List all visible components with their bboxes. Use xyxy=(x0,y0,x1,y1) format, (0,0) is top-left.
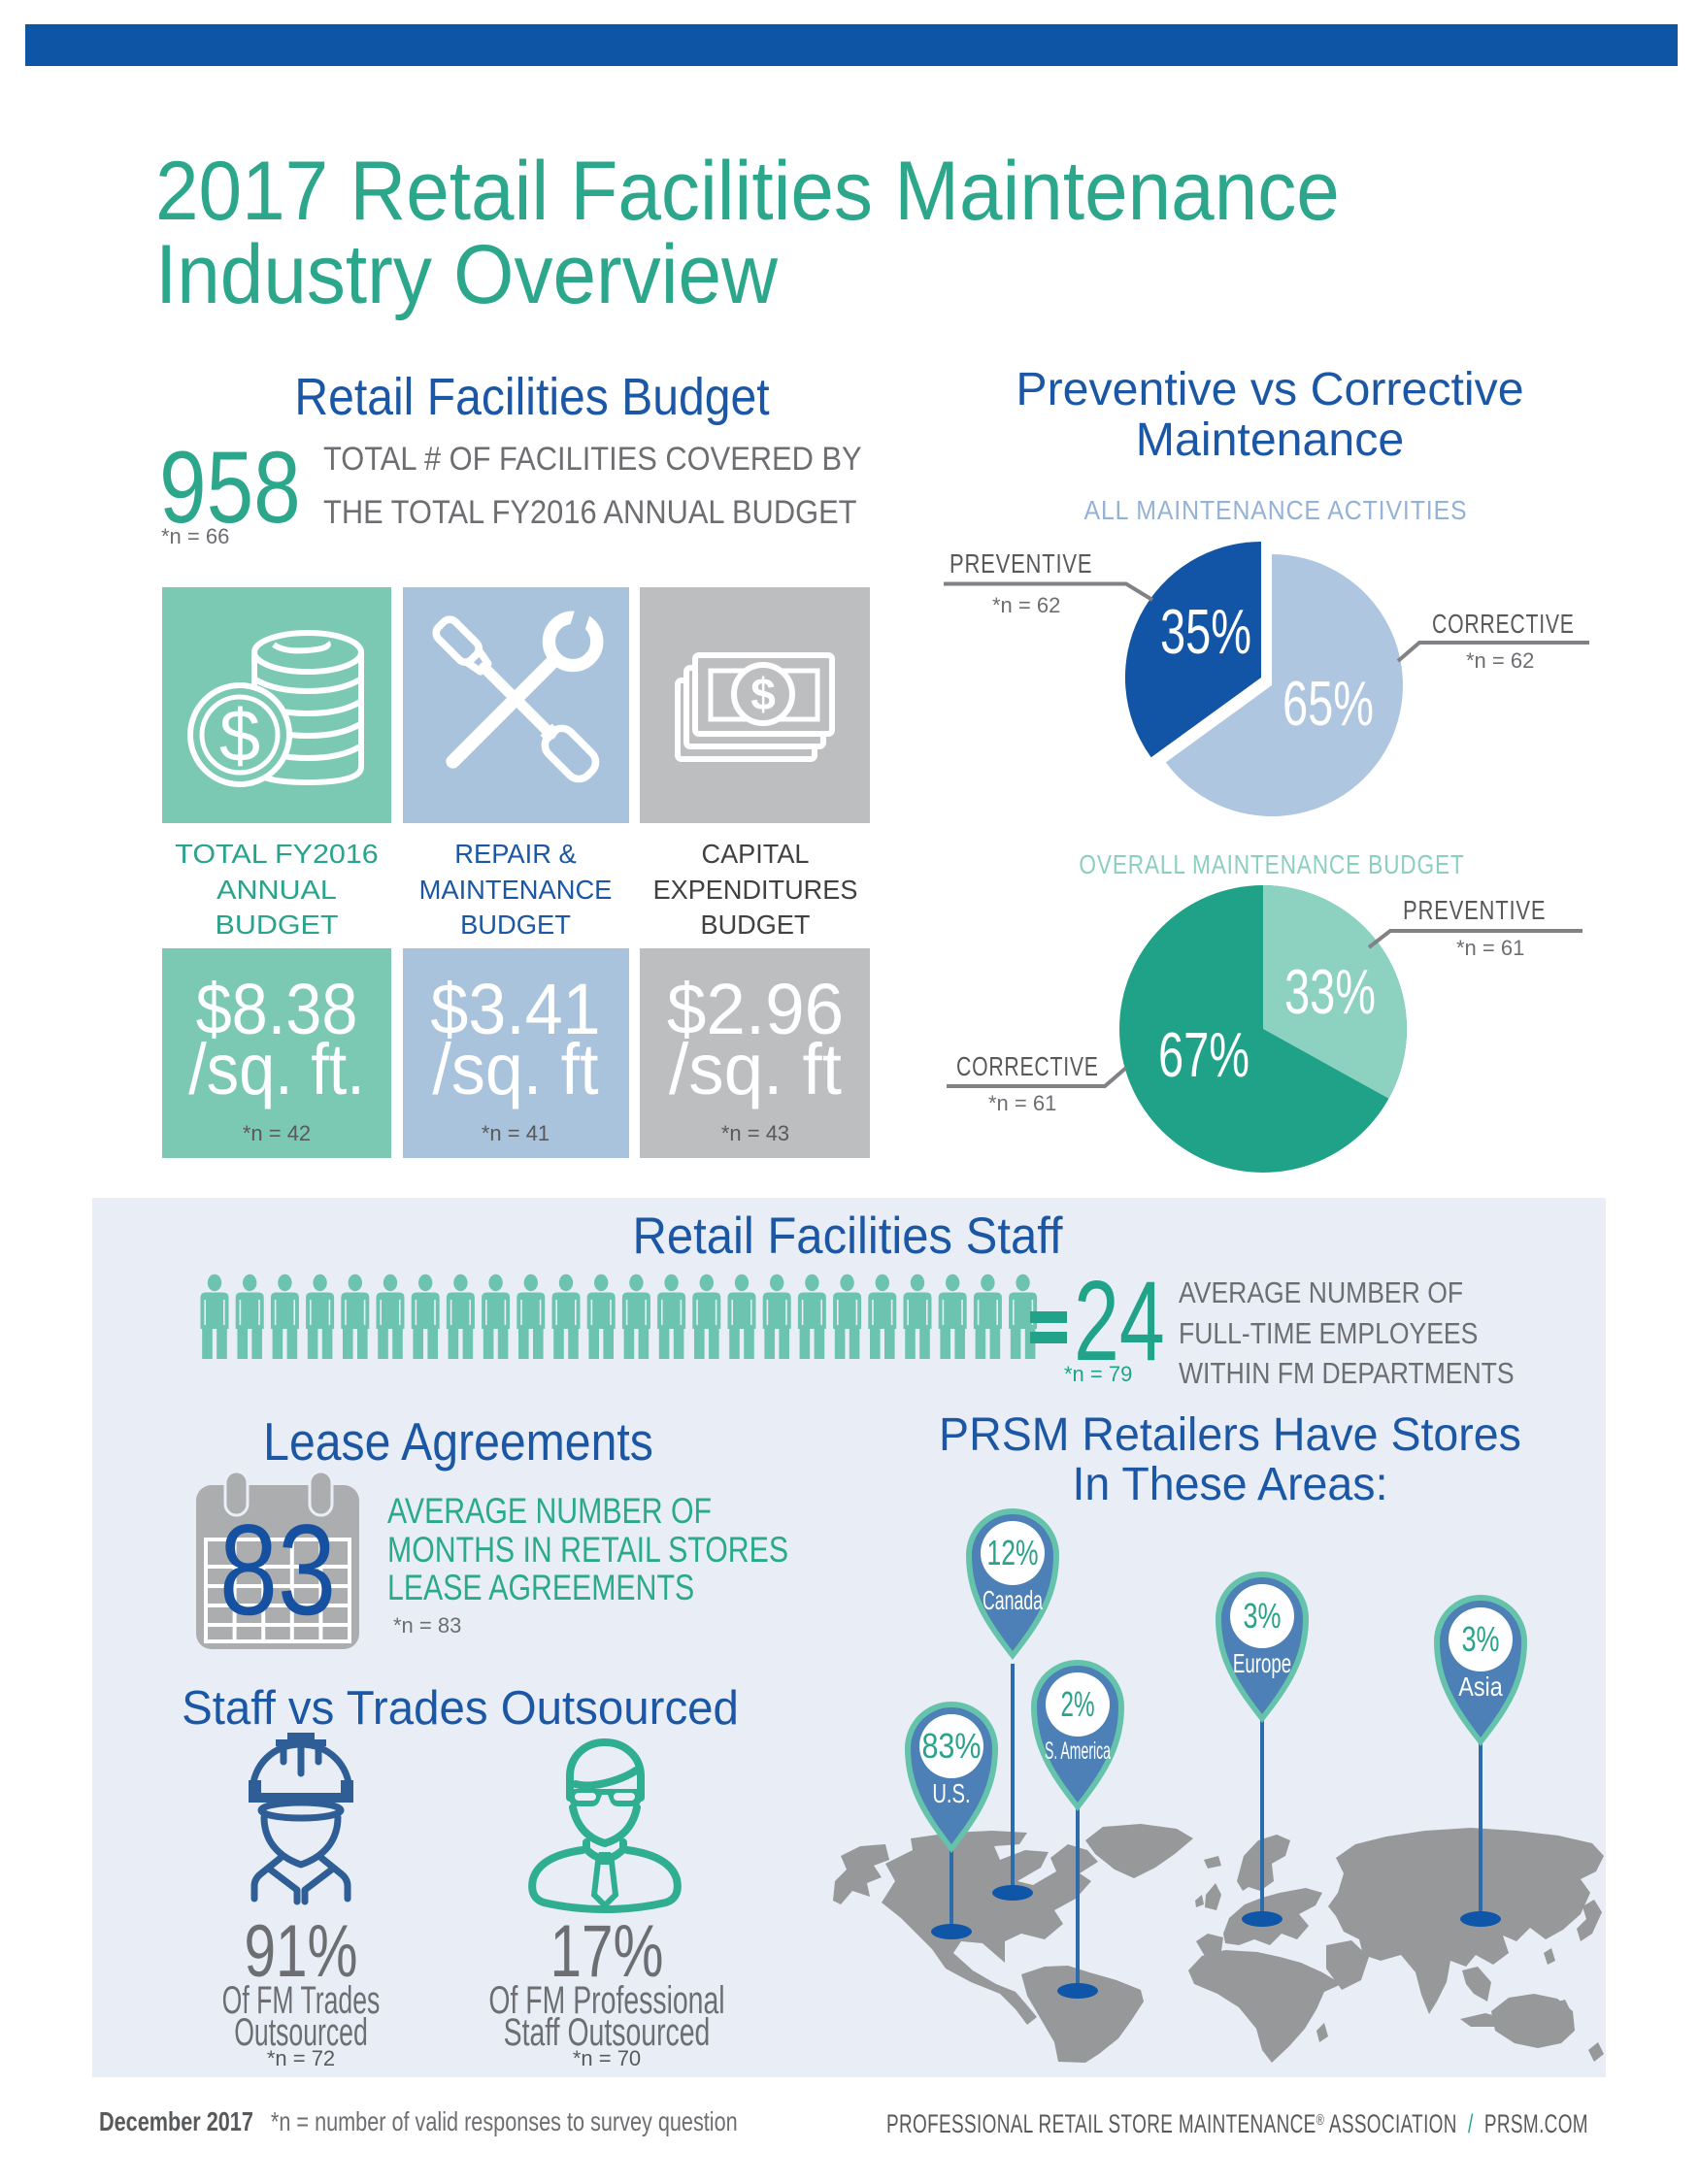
svg-text:$: $ xyxy=(750,669,776,719)
svg-text:$: $ xyxy=(219,695,260,778)
